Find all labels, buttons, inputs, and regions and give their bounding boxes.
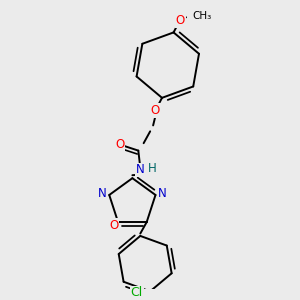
- Text: CH₃: CH₃: [193, 11, 212, 21]
- Text: O: O: [176, 14, 185, 27]
- Text: O: O: [151, 104, 160, 117]
- Text: H: H: [148, 163, 157, 176]
- Text: O: O: [109, 219, 118, 232]
- Text: N: N: [98, 187, 107, 200]
- Text: O: O: [115, 138, 124, 151]
- Text: N: N: [158, 187, 166, 200]
- Text: Cl: Cl: [130, 286, 143, 299]
- Text: N: N: [135, 164, 144, 176]
